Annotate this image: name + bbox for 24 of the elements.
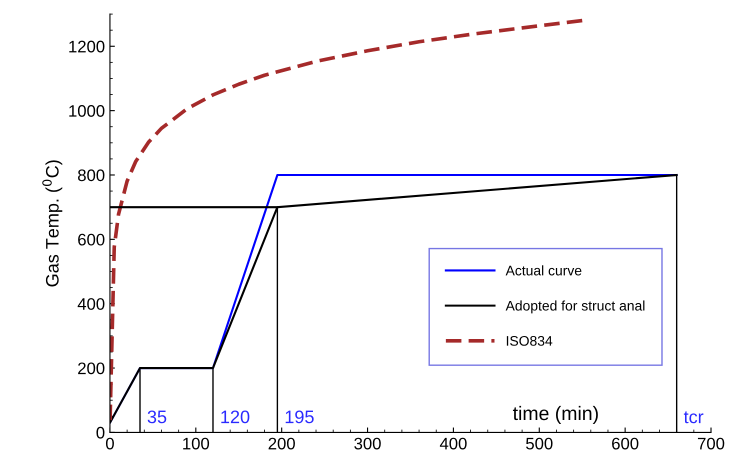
x-axis-title: time (min) bbox=[512, 406, 598, 424]
legend-label: ISO834 bbox=[506, 336, 552, 346]
y-axis-title: Gas Temp. ($^{0}$C) bbox=[42, 160, 62, 286]
x-tick-label: 600 bbox=[612, 438, 638, 450]
legend-label: Actual curve bbox=[506, 265, 582, 276]
y-tick-label: 0 bbox=[96, 426, 104, 439]
y-tick-label: 600 bbox=[78, 234, 104, 246]
x-tick-label: 500 bbox=[526, 438, 553, 450]
y-tick-label: 1000 bbox=[69, 105, 104, 117]
y-tick-label: 200 bbox=[78, 362, 104, 374]
x-tick-label: 100 bbox=[183, 438, 210, 450]
x-tick-label: 0 bbox=[106, 438, 114, 450]
legend-label: Adopted for struct anal bbox=[506, 300, 644, 314]
x-tick-label: 300 bbox=[354, 438, 381, 450]
y-tick-label: 1200 bbox=[69, 40, 104, 52]
annotation: 35 bbox=[148, 410, 166, 424]
y-tick-label: 400 bbox=[78, 298, 104, 310]
annotation: tcr bbox=[684, 411, 704, 424]
x-tick-label: 700 bbox=[698, 438, 724, 450]
annotation: 120 bbox=[221, 410, 250, 424]
annotation: 195 bbox=[286, 410, 314, 424]
x-tick-label: 200 bbox=[268, 438, 295, 450]
y-tick-label: 800 bbox=[78, 169, 104, 182]
x-tick-label: 400 bbox=[440, 438, 467, 450]
